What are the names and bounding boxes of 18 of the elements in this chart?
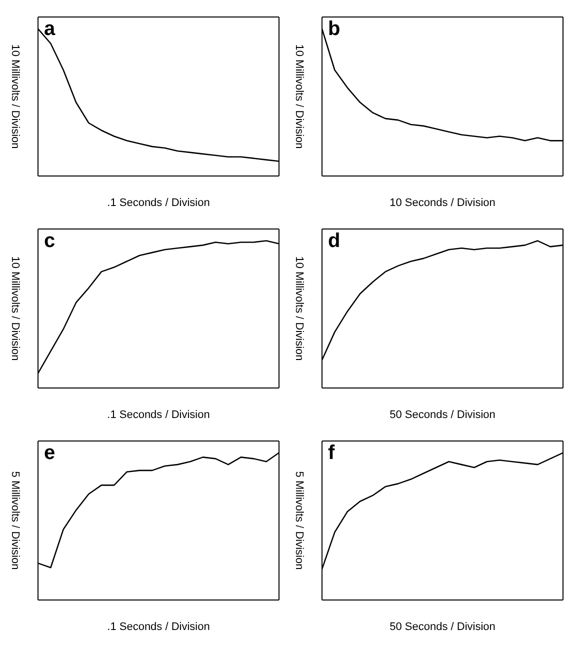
chart-title: a (44, 18, 56, 41)
chart-title: c (44, 230, 56, 253)
chart-title: b (328, 18, 340, 41)
x-axis-title: 10 Seconds / Division (390, 197, 496, 209)
chart-title: e (44, 442, 56, 465)
x-axis-title: 50 Seconds / Division (390, 621, 496, 633)
y-axis-title: 5 Millivolts / Division (293, 471, 306, 570)
y-axis-title: 10 Millivolts / Division (293, 44, 306, 149)
y-axis-title: 10 Millivolts / Division (293, 256, 306, 361)
x-axis-title: 50 Seconds / Division (390, 409, 496, 421)
x-axis-title: .1 Seconds / Division (107, 197, 210, 209)
y-axis-title: 10 Millivolts / Division (9, 44, 22, 149)
x-axis-title: .1 Seconds / Division (107, 409, 210, 421)
chart-title: d (328, 230, 340, 253)
y-axis-title: 10 Millivolts / Division (9, 256, 22, 361)
chart-title: f (328, 442, 335, 465)
x-axis-title: .1 Seconds / Division (107, 621, 210, 633)
y-axis-title: 5 Millivolts / Division (9, 471, 22, 570)
